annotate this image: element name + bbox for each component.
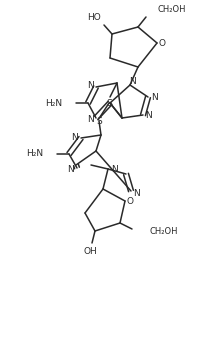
- Text: H₂N: H₂N: [26, 150, 43, 158]
- Text: N: N: [129, 76, 135, 86]
- Text: N: N: [68, 166, 74, 174]
- Text: N: N: [111, 166, 117, 174]
- Text: N: N: [151, 92, 157, 102]
- Text: S: S: [106, 99, 112, 107]
- Text: N: N: [72, 134, 78, 142]
- Text: H₂N: H₂N: [45, 99, 62, 107]
- Text: N: N: [87, 115, 93, 123]
- Text: N: N: [134, 189, 140, 198]
- Text: OH: OH: [83, 246, 97, 256]
- Text: O: O: [126, 197, 133, 206]
- Text: CH₂OH: CH₂OH: [150, 226, 178, 236]
- Text: CH₂OH: CH₂OH: [158, 5, 186, 15]
- Text: O: O: [159, 39, 165, 47]
- Text: N: N: [146, 111, 152, 119]
- Text: HO: HO: [87, 13, 101, 23]
- Text: N: N: [87, 82, 93, 91]
- Text: S: S: [96, 116, 102, 126]
